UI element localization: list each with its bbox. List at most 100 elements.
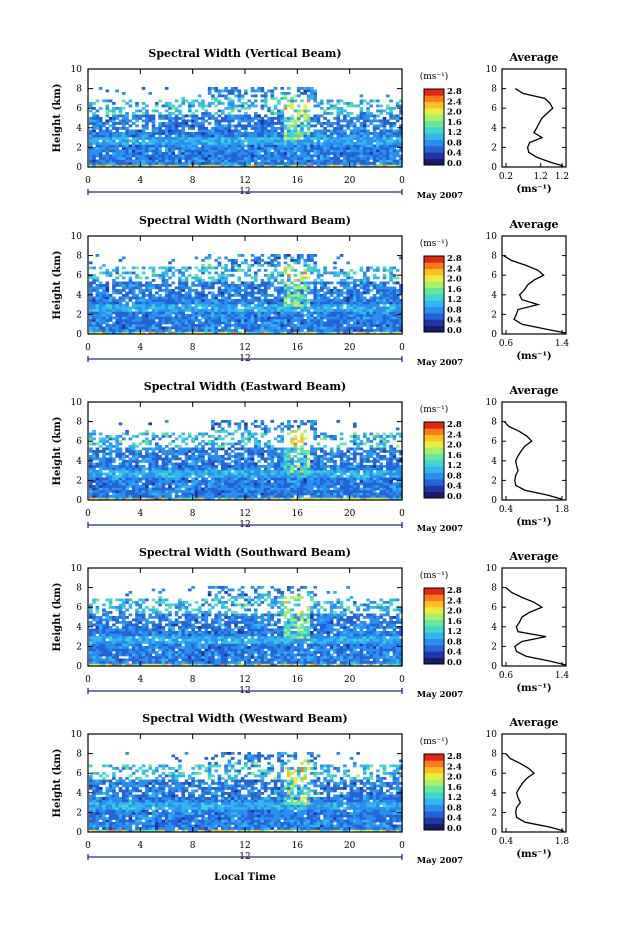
heatmap-cell <box>290 104 294 108</box>
heatmap-cell <box>151 159 156 163</box>
heatmap-cell <box>112 472 116 476</box>
heatmap-cell <box>204 154 209 158</box>
heatmap-cell <box>92 311 96 315</box>
heatmap-cell <box>98 440 103 443</box>
heatmap-cell <box>224 276 228 280</box>
heatmap-cell <box>267 129 271 133</box>
heatmap-cell <box>89 331 93 335</box>
heatmap-cell <box>194 256 199 260</box>
heatmap-cell <box>197 279 202 282</box>
heatmap-cell <box>353 326 357 330</box>
heatmap-cell <box>92 450 96 453</box>
heatmap-cell <box>250 164 255 168</box>
heatmap-cell <box>237 276 242 280</box>
heatmap-cell <box>343 147 347 150</box>
heatmap-cell <box>333 314 337 317</box>
heatmap-cell <box>89 470 93 473</box>
heatmap-cell <box>316 129 321 133</box>
heatmap-cell <box>227 286 232 290</box>
heatmap-cell <box>386 321 390 325</box>
heatmap-cell <box>155 301 159 305</box>
heatmap-cell <box>250 102 255 105</box>
heatmap-cell <box>323 326 327 330</box>
heatmap-cell <box>211 321 215 325</box>
heatmap-cell <box>141 316 146 320</box>
heatmap-cell <box>131 331 136 335</box>
heatmap-cell <box>135 102 139 105</box>
heatmap-cell <box>112 119 116 123</box>
heatmap-cell <box>168 319 172 322</box>
heatmap-cell <box>329 107 334 110</box>
heatmap-cell <box>105 284 110 287</box>
heatmap-cell <box>221 329 225 332</box>
heatmap-cell <box>102 132 106 135</box>
heatmap-cell <box>270 132 275 135</box>
heatmap-cell <box>118 274 123 277</box>
heatmap-cell <box>224 321 228 325</box>
heatmap-cell <box>382 162 387 165</box>
heatmap-cell <box>122 324 126 327</box>
heatmap-cell <box>174 286 179 290</box>
heatmap-cell <box>399 289 403 292</box>
heatmap-cell <box>89 261 93 265</box>
heatmap-cell <box>257 147 261 150</box>
heatmap-cell <box>227 139 232 143</box>
heatmap-cell <box>320 149 324 153</box>
heatmap-cell <box>326 119 331 123</box>
heatmap-cell <box>277 306 281 310</box>
heatmap-cell <box>221 266 225 270</box>
heatmap-cell <box>145 437 149 441</box>
heatmap-cell <box>362 321 367 325</box>
heatmap-cell <box>257 309 261 312</box>
profile-title: Average <box>508 51 558 64</box>
heatmap-cell <box>240 104 245 108</box>
heatmap-cell <box>399 139 403 143</box>
heatmap-cell <box>135 435 139 438</box>
heatmap-cell <box>138 299 143 302</box>
heatmap-cell <box>240 281 245 285</box>
heatmap-cell <box>273 127 278 130</box>
heatmap-cell <box>178 162 182 165</box>
heatmap-cell <box>244 134 248 138</box>
heatmap-cell <box>92 457 96 461</box>
heatmap-cell <box>224 119 228 123</box>
heatmap-cell <box>389 314 393 317</box>
day-marker: 12 <box>239 354 250 364</box>
heatmap-cell <box>224 266 228 270</box>
heatmap-cell <box>260 117 265 120</box>
heatmap-cell <box>118 142 123 145</box>
heatmap-cell <box>260 326 265 330</box>
heatmap-cell <box>95 299 100 302</box>
heatmap-cell <box>95 462 100 466</box>
heatmap-cell <box>369 301 374 305</box>
heatmap-cell <box>263 97 268 100</box>
heatmap-cell <box>356 139 360 143</box>
heatmap-cell <box>135 301 139 305</box>
heatmap-cell <box>389 329 393 332</box>
heatmap-cell <box>329 142 334 145</box>
heatmap-cell <box>257 291 261 295</box>
heatmap-cell <box>237 324 242 327</box>
heatmap-cell <box>174 164 179 168</box>
panel-1: Spectral Width (Northward Beam)0246810He… <box>52 214 569 368</box>
heatmap-cell <box>181 102 185 105</box>
heatmap-cell <box>326 139 331 143</box>
heatmap-cell <box>112 467 116 471</box>
heatmap-cell <box>293 291 298 295</box>
heatmap-cell <box>122 492 126 496</box>
heatmap-cell <box>211 314 215 317</box>
heatmap-cell <box>95 495 100 498</box>
heatmap-cell <box>227 97 232 100</box>
heatmap-cell <box>145 109 149 113</box>
heatmap-cell <box>188 147 192 150</box>
heatmap-cell <box>181 304 185 307</box>
heatmap-cell <box>105 139 110 143</box>
heatmap-cell <box>138 134 143 138</box>
heatmap-cell <box>300 127 304 130</box>
heatmap-cell <box>188 109 192 113</box>
heatmap-cell <box>95 480 100 483</box>
heatmap-cell <box>214 97 218 100</box>
heatmap-cell <box>151 164 156 168</box>
heatmap-cell <box>122 137 126 140</box>
colorbar-tick-label: 1.6 <box>447 118 462 128</box>
